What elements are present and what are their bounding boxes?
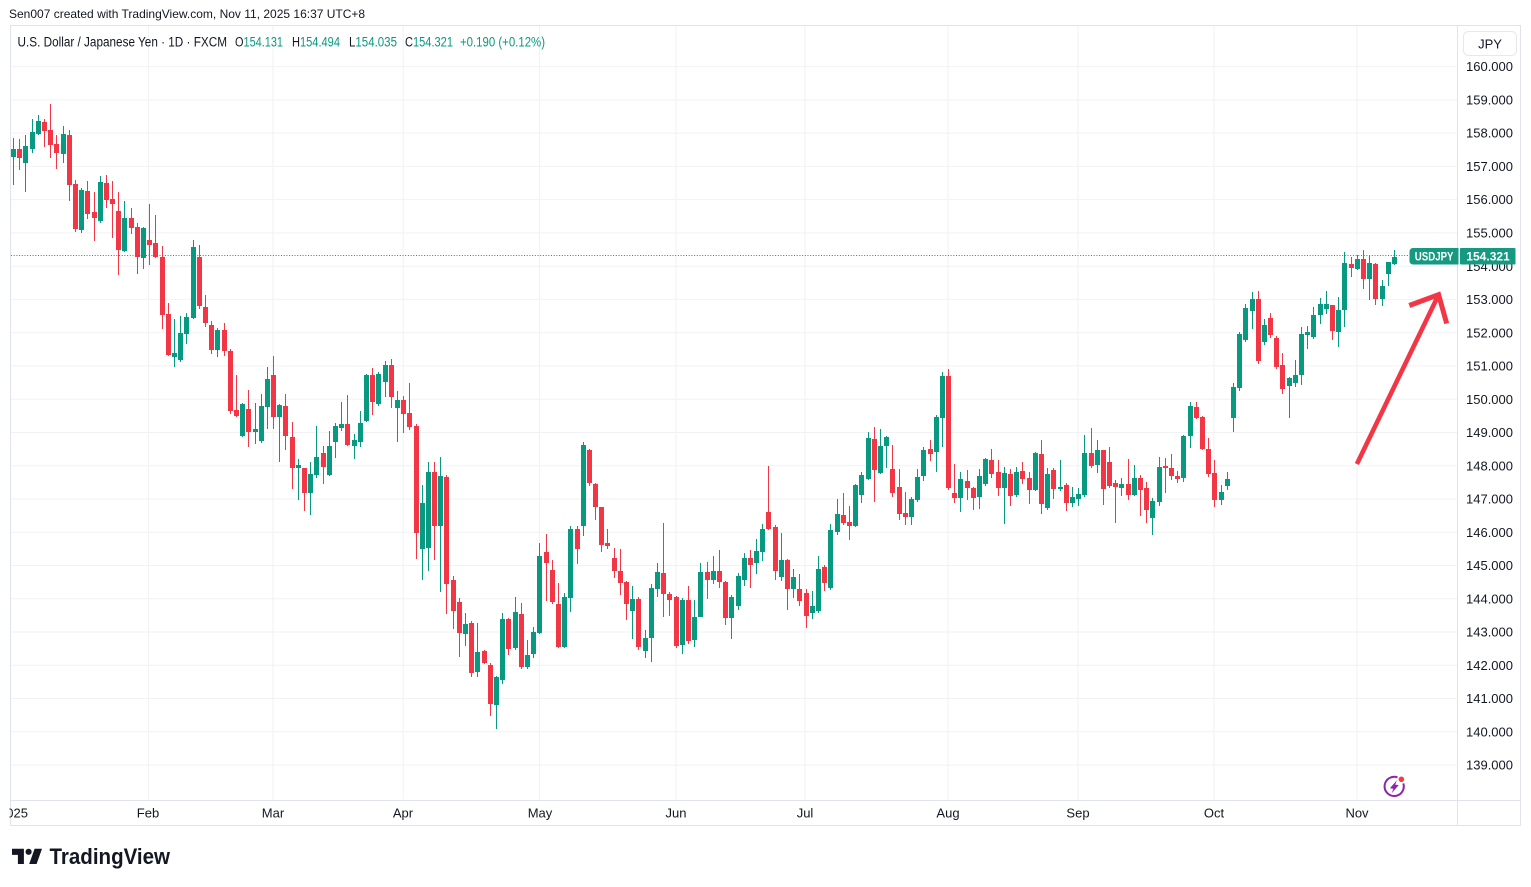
- svg-text:139.000: 139.000: [1466, 758, 1513, 773]
- svg-text:146.000: 146.000: [1466, 525, 1513, 540]
- svg-text:May: May: [528, 806, 553, 821]
- svg-text:144.000: 144.000: [1466, 591, 1513, 606]
- svg-text:Jul: Jul: [797, 806, 814, 821]
- svg-text:U.S. Dollar / Japanese Yen · 1: U.S. Dollar / Japanese Yen · 1D · FXCM: [18, 35, 228, 50]
- svg-text:Aug: Aug: [936, 806, 959, 821]
- svg-text:Sep: Sep: [1066, 806, 1089, 821]
- svg-text:Apr: Apr: [393, 806, 414, 821]
- svg-text:142.000: 142.000: [1466, 658, 1513, 673]
- svg-text:Mar: Mar: [262, 806, 285, 821]
- svg-text:140.000: 140.000: [1466, 724, 1513, 739]
- svg-text:150.000: 150.000: [1466, 392, 1513, 407]
- svg-text:154.321: 154.321: [1466, 250, 1510, 264]
- svg-text:145.000: 145.000: [1466, 558, 1513, 573]
- svg-text:USDJPY: USDJPY: [1415, 251, 1454, 263]
- svg-text:JPY: JPY: [1478, 37, 1502, 52]
- svg-text:151.000: 151.000: [1466, 359, 1513, 374]
- svg-text:149.000: 149.000: [1466, 425, 1513, 440]
- svg-text:Jun: Jun: [666, 806, 687, 821]
- svg-text:148.000: 148.000: [1466, 458, 1513, 473]
- svg-text:159.000: 159.000: [1466, 93, 1513, 108]
- svg-text:155.000: 155.000: [1466, 226, 1513, 241]
- svg-text:152.000: 152.000: [1466, 325, 1513, 340]
- svg-text:153.000: 153.000: [1466, 292, 1513, 307]
- svg-text:O154.131: O154.131: [235, 35, 283, 50]
- svg-text:TradingView: TradingView: [50, 844, 171, 869]
- svg-text:Oct: Oct: [1204, 806, 1225, 821]
- svg-text:158.000: 158.000: [1466, 126, 1513, 141]
- svg-text:143.000: 143.000: [1466, 625, 1513, 640]
- svg-text:160.000: 160.000: [1466, 59, 1513, 74]
- svg-text:L154.035: L154.035: [349, 35, 397, 50]
- svg-text:H154.494: H154.494: [292, 35, 340, 50]
- svg-text:141.000: 141.000: [1466, 691, 1513, 706]
- svg-text:156.000: 156.000: [1466, 192, 1513, 207]
- svg-text:Feb: Feb: [137, 806, 159, 821]
- svg-text:157.000: 157.000: [1466, 159, 1513, 174]
- svg-text:Nov: Nov: [1345, 806, 1369, 821]
- svg-text:+0.190 (+0.12%): +0.190 (+0.12%): [460, 35, 545, 50]
- svg-text:147.000: 147.000: [1466, 492, 1513, 507]
- svg-text:C154.321: C154.321: [405, 35, 453, 50]
- svg-text:Sen007 created with TradingVie: Sen007 created with TradingView.com, Nov…: [9, 7, 365, 21]
